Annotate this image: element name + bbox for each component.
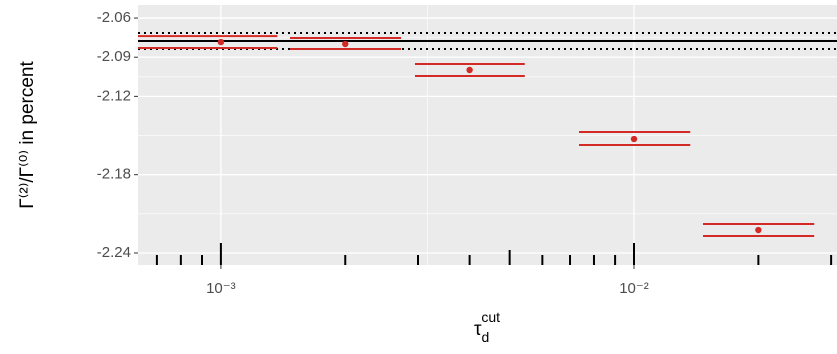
x-axis-label: τd cut xyxy=(474,309,500,345)
panel xyxy=(138,5,837,265)
y-tick-label: -2.12 xyxy=(97,87,131,104)
point xyxy=(466,66,473,74)
y-tick-label: -2.09 xyxy=(97,48,131,65)
point xyxy=(755,226,762,234)
y-axis-label: Γ⁽²⁾/Γ⁽⁰⁾ in percent xyxy=(17,61,38,209)
point xyxy=(217,38,225,46)
y-tick-label: -2.24 xyxy=(97,244,131,261)
x-tick-label: 10⁻² xyxy=(619,280,649,297)
point xyxy=(630,135,638,143)
x-label-base: τ xyxy=(474,319,482,340)
point xyxy=(342,40,349,48)
y-tick-label: -2.06 xyxy=(97,9,131,26)
y-tick-label: -2.18 xyxy=(97,166,131,183)
x-label-sup: cut xyxy=(481,309,500,325)
x-tick-label: 10⁻³ xyxy=(206,280,236,297)
x-label-sub: d xyxy=(482,329,490,345)
